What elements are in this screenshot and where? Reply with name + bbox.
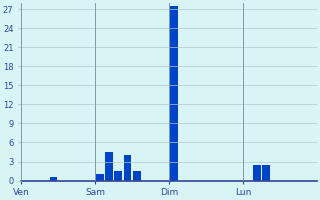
Bar <box>133 171 141 181</box>
Bar <box>170 6 178 181</box>
Bar <box>124 155 132 181</box>
Bar <box>262 165 270 181</box>
Bar <box>114 171 122 181</box>
Bar <box>253 165 261 181</box>
Bar <box>105 152 113 181</box>
Bar <box>50 177 57 181</box>
Bar <box>96 174 104 181</box>
